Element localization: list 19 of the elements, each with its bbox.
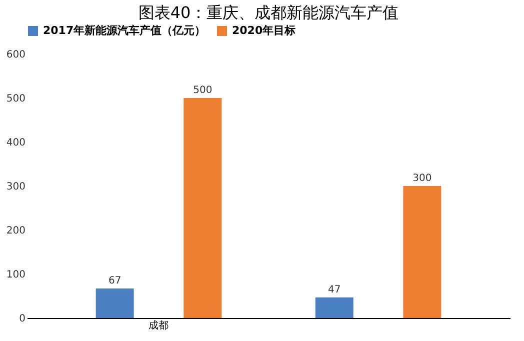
y-tick-label: 100 (6, 270, 26, 280)
chart-title: 图表40：重庆、成都新能源汽车产值 (138, 3, 399, 22)
data-label: 47 (328, 284, 341, 296)
bar (403, 186, 442, 318)
y-tick-label: 400 (6, 138, 26, 148)
data-label: 67 (108, 276, 122, 287)
y-tick-label: 600 (6, 50, 26, 60)
bar (315, 297, 354, 318)
data-label: 500 (193, 85, 212, 96)
bar (96, 288, 134, 318)
bar (184, 98, 222, 318)
data-label: 300 (412, 173, 432, 184)
y-tick-label: 0 (19, 314, 26, 324)
x-tick-label: 成都 (148, 320, 169, 332)
y-tick-label: 500 (6, 94, 26, 104)
y-tick-label: 300 (6, 182, 26, 192)
y-tick-label: 200 (6, 226, 26, 236)
legend-label: 2020年目标 (232, 24, 296, 37)
legend-label: 2017年新能源汽车产值（亿元） (43, 24, 206, 37)
